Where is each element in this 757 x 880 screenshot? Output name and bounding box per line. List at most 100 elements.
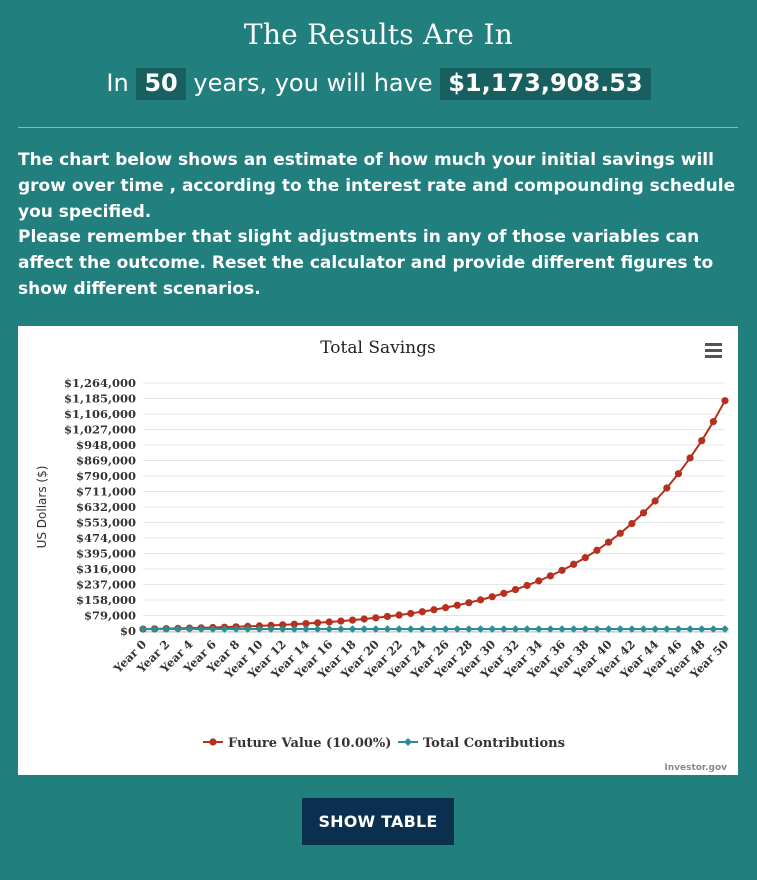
y-tick-label: $632,000 (76, 500, 136, 514)
contribution-point (581, 625, 590, 633)
y-tick-label: $316,000 (76, 562, 136, 576)
y-tick-label: $237,000 (76, 578, 136, 592)
contribution-point (267, 625, 275, 633)
future-value-point (348, 616, 357, 624)
contribution-point (278, 625, 287, 633)
future-value-point (372, 614, 380, 622)
future-value-point (314, 619, 322, 627)
contribution-point (302, 625, 310, 633)
contribution-point (523, 625, 531, 633)
y-tick-label: $158,000 (76, 593, 136, 607)
contribution-point (348, 625, 357, 633)
final-amount: $1,173,908.53 (440, 68, 651, 100)
future-value-point (663, 484, 671, 492)
explanation-paragraph: The chart below shows an estimate of how… (18, 150, 736, 222)
series-line (142, 400, 726, 631)
divider (18, 127, 738, 128)
future-value-point (302, 619, 310, 628)
y-axis-title: US Dollars ($) (35, 466, 49, 549)
contribution-point (313, 625, 322, 633)
future-value-point (430, 606, 438, 614)
contribution-point (174, 625, 182, 633)
contribution-point (686, 625, 694, 633)
future-value-point (407, 609, 415, 618)
future-value-point (488, 593, 496, 601)
future-value-point (279, 621, 287, 629)
legend-future-value[interactable]: Future Value (10.00%) (228, 736, 391, 751)
contribution-point (418, 625, 427, 633)
future-value-point (593, 546, 601, 554)
contribution-point (372, 625, 380, 633)
contribution-point (453, 625, 462, 633)
hamburger-menu-icon[interactable] (705, 343, 722, 358)
contribution-point (337, 625, 345, 633)
contribution-point (628, 625, 636, 633)
future-value-point (651, 497, 659, 505)
contribution-point (639, 625, 648, 633)
contribution-point (604, 625, 613, 633)
contribution-point (476, 625, 485, 633)
future-value-point (523, 581, 531, 590)
y-tick-label: $0 (120, 624, 136, 638)
future-value-point (325, 618, 333, 626)
future-value-point (546, 572, 555, 580)
future-value-point (721, 397, 729, 405)
future-value-point (465, 599, 473, 607)
future-value-point (628, 519, 636, 528)
future-value-point (709, 418, 717, 426)
contribution-point (162, 625, 171, 633)
future-value-point (337, 617, 345, 625)
contribution-point (616, 625, 625, 633)
contribution-point (674, 625, 683, 633)
contribution-point (406, 625, 415, 633)
contribution-point (441, 625, 450, 633)
contribution-point (593, 625, 601, 633)
reminder-paragraph: Please remember that slight adjustments … (18, 227, 714, 299)
contribution-point (709, 625, 718, 633)
future-value-point (511, 585, 520, 594)
contribution-point (569, 625, 578, 633)
y-tick-label: $1,264,000 (64, 376, 136, 390)
result-summary: In 50 years, you will have $1,173,908.53 (0, 68, 757, 100)
savings-chart: Total Savings $0 $79,000 $158,000 $237,000 $3… (18, 326, 738, 775)
y-tick-label: $395,000 (76, 547, 136, 561)
contribution-point (721, 625, 729, 633)
future-value-point (360, 615, 368, 623)
future-value-point (698, 437, 706, 445)
contribution-point (651, 625, 659, 633)
contribution-point (325, 625, 334, 633)
future-value-point (290, 620, 298, 628)
y-tick-label: $1,185,000 (64, 392, 136, 406)
show-table-button[interactable]: SHOW TABLE (302, 798, 454, 845)
contribution-point (534, 625, 543, 633)
future-value-point (418, 608, 426, 616)
y-tick-label: $79,000 (84, 609, 136, 623)
y-tick-label: $711,000 (76, 485, 136, 499)
y-tick-label: $553,000 (76, 516, 136, 530)
future-value-point (383, 612, 392, 621)
contribution-point (465, 625, 473, 633)
y-tick-label: $869,000 (76, 454, 136, 468)
contribution-point (185, 625, 194, 633)
future-value-point (535, 577, 543, 585)
contribution-point (430, 625, 438, 633)
contribution-point (232, 625, 240, 633)
future-value-point (453, 601, 461, 609)
contribution-point (255, 625, 264, 633)
future-value-point (581, 554, 589, 562)
legend-diamond-marker (404, 738, 412, 746)
results-title: The Results Are In (243, 18, 514, 51)
contribution-point (511, 625, 520, 633)
future-value-point (500, 589, 508, 597)
future-value-point (616, 529, 624, 537)
contribution-point (546, 625, 555, 633)
chart-credit[interactable]: Investor.gov (664, 763, 727, 773)
contribution-point (243, 625, 252, 633)
contribution-point (663, 625, 671, 633)
future-value-point (476, 596, 485, 604)
legend-total-contributions[interactable]: Total Contributions (423, 736, 565, 751)
future-value-point (570, 560, 578, 568)
future-value-point (558, 566, 566, 574)
y-tick-label: $474,000 (76, 531, 136, 545)
y-tick-label: $1,106,000 (64, 407, 136, 421)
